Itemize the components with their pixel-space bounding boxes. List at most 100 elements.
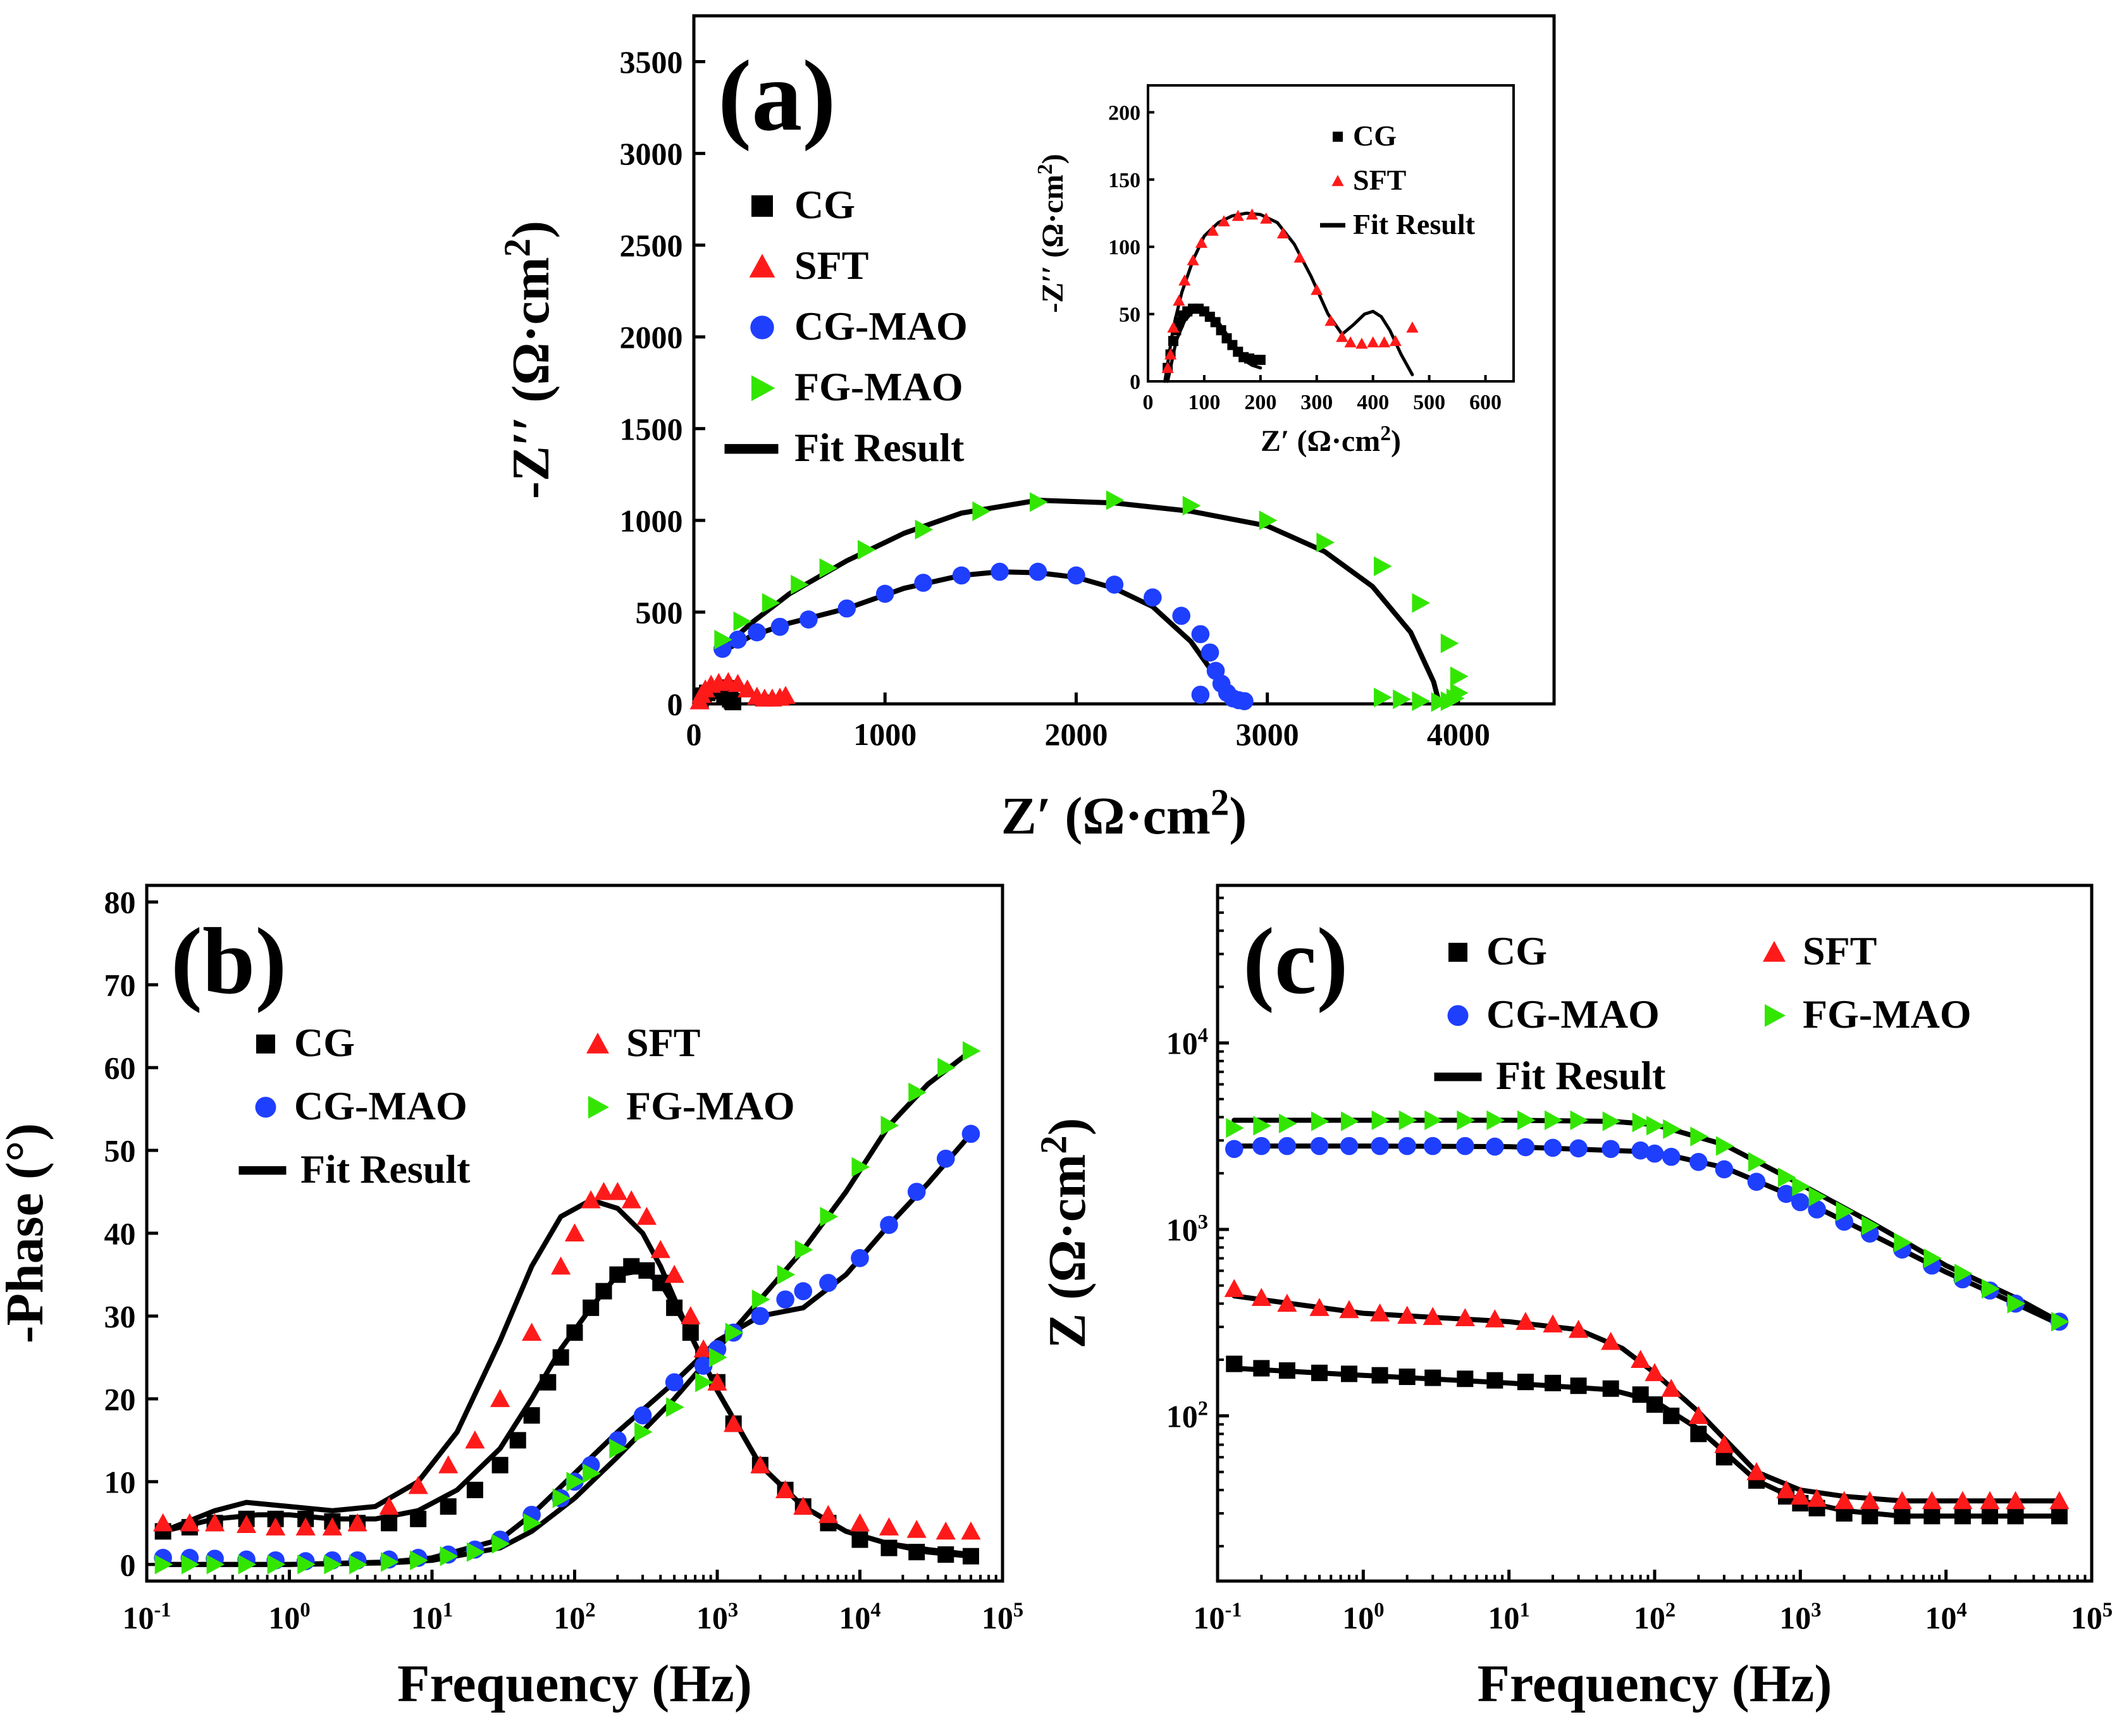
data-point [522, 1322, 542, 1341]
data-point [1568, 1319, 1589, 1338]
y-tick-label: 2500 [620, 228, 683, 263]
data-point [1406, 321, 1419, 333]
data-point [408, 1475, 428, 1494]
legend-label: SFT [626, 1020, 700, 1065]
legend-label: FG-MAO [1803, 992, 1972, 1037]
data-point [1252, 1136, 1271, 1155]
data-point [1894, 1233, 1912, 1253]
x-tick-label: 600 [1469, 391, 1502, 414]
data-point [266, 1517, 286, 1536]
series-sft [1224, 1279, 2070, 1510]
x-tick-label: 4000 [1427, 717, 1490, 752]
data-point [1389, 335, 1402, 347]
data-point [908, 1082, 927, 1102]
fit-line-cg [160, 1267, 973, 1559]
series-cg [154, 1258, 979, 1565]
x-axis-title: Z′ (Ω·cm2) [1001, 782, 1247, 846]
legend-label: FG-MAO [794, 364, 963, 409]
x-tick-label: 400 [1357, 391, 1389, 414]
legend-marker [1765, 1004, 1786, 1027]
data-point [1369, 1303, 1390, 1322]
data-point [762, 593, 781, 613]
data-point [552, 1488, 571, 1508]
legend-label: Fit Result [300, 1147, 471, 1191]
data-point [1791, 1193, 1810, 1212]
data-point [1982, 1279, 2000, 1299]
legend-marker [750, 316, 774, 340]
y-tick-label: 20 [104, 1381, 136, 1417]
data-point [540, 1374, 557, 1391]
data-point [1632, 1112, 1651, 1133]
data-point [794, 1240, 813, 1260]
data-point [1355, 337, 1368, 349]
x-tick-label: 101 [411, 1599, 453, 1635]
data-point [707, 1372, 727, 1391]
data-point [1253, 1360, 1270, 1377]
data-point [1251, 1288, 1271, 1307]
data-point [1393, 689, 1411, 710]
data-point [748, 623, 767, 642]
data-point [1486, 1372, 1503, 1389]
legend-label: CG-MAO [794, 304, 968, 348]
data-point [1187, 254, 1199, 266]
legend-marker [588, 1095, 609, 1119]
data-point [693, 1339, 713, 1358]
data-point [777, 1264, 796, 1285]
data-point [1218, 215, 1230, 226]
data-point [1341, 1365, 1358, 1382]
inset-chart: 0 100 200 300 400 500 600 0 50 100 150 200 Z′ (Ω·cm2… [1034, 84, 1515, 458]
data-point [349, 1554, 367, 1575]
x-tick-label: 100 [1342, 1599, 1384, 1635]
data-point [1235, 692, 1254, 710]
legend-item-fit result: Fit Result [238, 1147, 471, 1191]
data-point [1277, 1293, 1297, 1312]
data-point [962, 1548, 979, 1565]
legend-label: CG [794, 182, 855, 227]
data-point [1225, 1140, 1244, 1159]
data-point [1200, 643, 1219, 662]
data-point [583, 1299, 600, 1316]
data-point [791, 574, 809, 595]
series-sft [689, 672, 796, 710]
data-point [180, 1513, 200, 1532]
data-point [1172, 606, 1190, 625]
legend-label: CG-MAO [294, 1083, 467, 1128]
data-point [1231, 209, 1244, 221]
data-point [851, 1248, 869, 1267]
y-tick-label: 102 [1166, 1397, 1208, 1434]
data-point [1412, 593, 1431, 613]
data-point [1792, 1176, 1810, 1197]
y-tick-label: 3000 [620, 136, 683, 171]
data-point [1344, 336, 1357, 348]
data-point [1662, 1147, 1681, 1166]
fit-line-sft [1163, 211, 1414, 383]
data-point [509, 1432, 526, 1449]
plot-frame [1147, 84, 1515, 383]
data-point [725, 1322, 744, 1343]
data-point [1191, 686, 1210, 704]
data-point [858, 539, 876, 560]
legend-marker [751, 375, 775, 402]
legend-item-sft: SFT [749, 243, 868, 288]
data-point [1631, 1350, 1651, 1369]
data-point [1543, 1138, 1562, 1157]
data-point [1259, 510, 1278, 531]
legend-marker [255, 1097, 276, 1118]
data-point [1808, 1200, 1826, 1219]
series-cg-mao [1225, 1136, 2069, 1331]
legend-label: Fit Result [1353, 208, 1476, 240]
y-tick-label: 1500 [620, 411, 683, 446]
data-point [634, 1422, 653, 1442]
x-tick-label: 2000 [1044, 717, 1108, 752]
data-point [724, 1413, 744, 1432]
data-point [1398, 1369, 1416, 1386]
data-point [2007, 1508, 2024, 1525]
x-tick-label: 104 [839, 1599, 880, 1635]
legend-label: FG-MAO [626, 1083, 795, 1128]
data-point [1690, 1126, 1708, 1147]
data-point [1378, 336, 1391, 348]
data-point [908, 1544, 925, 1561]
data-point [1747, 1173, 1766, 1191]
fit-line-cg-mao [1231, 1143, 2062, 1327]
data-point [1226, 1117, 1244, 1138]
